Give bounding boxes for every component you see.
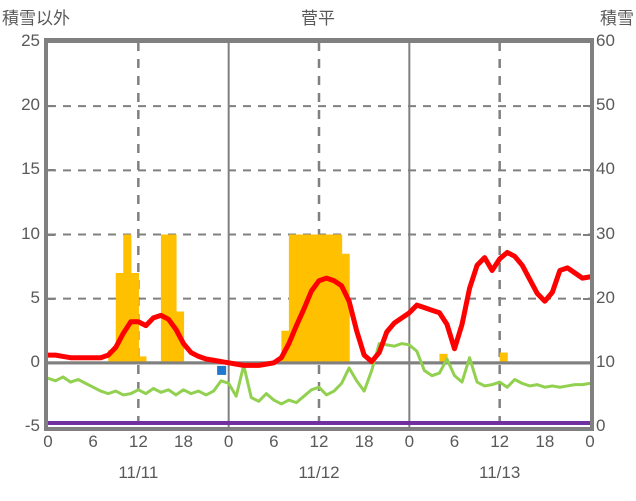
precipitation-bar bbox=[319, 234, 328, 363]
y-axis-tick-mark bbox=[48, 169, 55, 172]
precipitation-bar bbox=[168, 234, 177, 363]
y-axis-tick-label: 20 bbox=[21, 95, 40, 115]
left-axis-unit-label: 積雪以外 bbox=[2, 9, 70, 28]
y2-axis-tick-label: 50 bbox=[596, 95, 615, 115]
precipitation-bar bbox=[130, 273, 139, 363]
y-axis-tick-mark bbox=[48, 233, 55, 236]
precipitation-bar bbox=[326, 234, 335, 363]
x-axis-day-label: 11/11 bbox=[118, 463, 159, 482]
page-title: 菅平 bbox=[301, 9, 335, 28]
x-axis-tick-label: 6 bbox=[269, 432, 279, 451]
x-axis-tick-label: 0 bbox=[585, 432, 595, 451]
precipitation-bar bbox=[341, 253, 350, 363]
y2-axis-tick-label: 60 bbox=[596, 31, 615, 50]
y-axis-tick-mark bbox=[48, 361, 55, 364]
y2-axis-tick-mark bbox=[583, 297, 590, 300]
x-axis-tick-label: 0 bbox=[43, 432, 53, 451]
x-axis-day-label: 11/13 bbox=[479, 463, 521, 482]
y2-axis-tick-label: 10 bbox=[596, 351, 615, 371]
y2-axis-tick-label: 40 bbox=[596, 159, 615, 179]
x-axis-tick-label: 18 bbox=[535, 432, 555, 451]
series-line-気温 bbox=[45, 249, 593, 368]
data-marker bbox=[217, 365, 227, 375]
precipitation-bar bbox=[160, 234, 170, 363]
y2-axis-tick-label: 0 bbox=[596, 416, 606, 435]
precipitation-bar bbox=[138, 356, 147, 363]
y-axis-tick-mark bbox=[48, 297, 55, 300]
x-axis-tick-label: 12 bbox=[128, 432, 148, 451]
y-axis-tick-label: 0 bbox=[30, 351, 40, 371]
x-axis-tick-label: 0 bbox=[404, 432, 415, 451]
right-axis-unit-label: 積雪 bbox=[600, 9, 634, 28]
x-axis-tick-label: 6 bbox=[88, 432, 98, 451]
y-axis-tick-label: 15 bbox=[21, 159, 40, 179]
y-axis-tick-label: -5 bbox=[24, 416, 40, 435]
precipitation-bar bbox=[439, 353, 448, 363]
y2-axis-tick-label: 20 bbox=[596, 287, 615, 307]
y2-axis-tick-label: 30 bbox=[596, 223, 615, 243]
y2-axis-tick-mark bbox=[583, 105, 590, 108]
y-axis-tick-label: 10 bbox=[21, 223, 40, 243]
precipitation-bar bbox=[499, 352, 508, 363]
y2-axis-tick-mark bbox=[583, 169, 590, 172]
precipitation-bar bbox=[311, 234, 320, 363]
x-axis-tick-label: 18 bbox=[354, 432, 374, 451]
precipitation-bar bbox=[123, 234, 132, 363]
y-axis-tick-mark bbox=[48, 105, 55, 108]
x-axis-tick-label: 6 bbox=[449, 432, 460, 451]
precipitation-bar bbox=[288, 234, 298, 363]
x-axis-tick-label: 0 bbox=[223, 432, 234, 451]
y2-axis-tick-mark bbox=[583, 233, 590, 236]
series-line-露点温度 bbox=[46, 342, 592, 406]
precipitation-bar bbox=[296, 234, 305, 363]
x-axis-day-label: 11/12 bbox=[298, 463, 340, 482]
x-axis-tick-label: 12 bbox=[309, 432, 329, 451]
x-axis-tick-label: 18 bbox=[174, 432, 193, 451]
precipitation-bar bbox=[108, 350, 117, 363]
y2-axis-tick-mark bbox=[583, 361, 590, 364]
y-axis-tick-label: 25 bbox=[21, 31, 40, 50]
precipitation-bar bbox=[115, 273, 124, 363]
y-axis-tick-label: 5 bbox=[30, 287, 40, 307]
x-axis-tick-label: 12 bbox=[490, 432, 510, 451]
precipitation-bar bbox=[334, 234, 343, 363]
